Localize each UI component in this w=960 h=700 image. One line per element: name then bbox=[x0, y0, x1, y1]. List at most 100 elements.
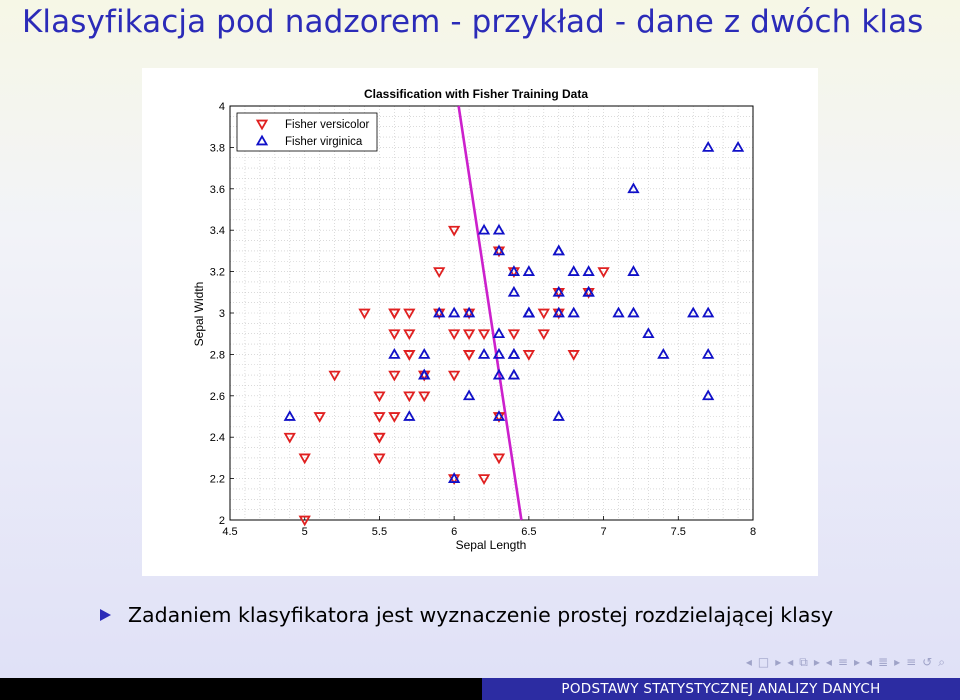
versicolor-point bbox=[403, 391, 416, 403]
nav-prev-frame-icon[interactable]: ◂ bbox=[745, 655, 752, 669]
scatter-chart: 4.5 5 5.5 6 6.5 7 7.5 8 2 2.2 2.4 2.6 2.8 3 3.2 3.4 3.6 3… bbox=[192, 87, 756, 552]
virginica-point bbox=[702, 389, 715, 401]
virginica-point bbox=[627, 182, 640, 194]
virginica-point bbox=[582, 285, 595, 297]
nav-prev-frames-icon[interactable]: ◂ bbox=[787, 655, 794, 669]
slide-title: Klasyfikacja pod nadzorem - przykład - d… bbox=[22, 4, 924, 40]
nav-next-section-icon[interactable]: ▸ bbox=[853, 655, 861, 669]
virginica-point bbox=[731, 140, 745, 152]
virginica-point bbox=[627, 265, 640, 276]
chart-title: Classification with Fisher Training Data bbox=[364, 87, 588, 101]
virginica-point bbox=[492, 327, 506, 339]
versicolor-point bbox=[388, 308, 401, 320]
nav-prev-subsection-icon[interactable]: ◂ bbox=[866, 655, 873, 669]
versicolor-point bbox=[373, 391, 386, 403]
nav-next-frame-icon[interactable]: ▸ bbox=[775, 655, 782, 669]
virginica-point bbox=[612, 306, 625, 318]
versicolor-point bbox=[313, 412, 326, 423]
x-tick-label: 6.5 bbox=[521, 526, 536, 538]
versicolor-point bbox=[537, 308, 550, 320]
nav-prev-section-icon[interactable]: ◂ bbox=[825, 655, 832, 669]
boundary-line bbox=[457, 105, 523, 521]
nav-next-frames-icon[interactable]: ▸ bbox=[813, 655, 820, 669]
nav-frames-icon[interactable]: ⧉ bbox=[799, 654, 808, 669]
footer-bar: PODSTAWY STATYSTYCZNEJ ANALIZY DANYCH bbox=[0, 678, 960, 700]
virginica-point bbox=[687, 306, 700, 318]
versicolor-point bbox=[418, 391, 431, 403]
legend-label-virginica: Fisher virginica bbox=[285, 136, 363, 148]
virginica-point bbox=[642, 327, 655, 339]
virginica-point bbox=[582, 265, 595, 276]
versicolor-point bbox=[447, 370, 461, 382]
versicolor-point bbox=[492, 453, 506, 465]
virginica-point bbox=[507, 347, 521, 359]
x-tick-label: 4.5 bbox=[222, 526, 237, 538]
versicolor-point bbox=[328, 370, 341, 382]
virginica-point bbox=[433, 306, 446, 318]
nav-next-subsection-icon[interactable]: ▸ bbox=[894, 655, 901, 669]
versicolor-point bbox=[388, 412, 401, 423]
virginica-point bbox=[462, 389, 476, 401]
points-layer bbox=[283, 140, 745, 527]
legend-marker bbox=[255, 119, 269, 131]
virginica-point bbox=[447, 306, 461, 318]
x-tick-label: 5 bbox=[302, 526, 308, 538]
virginica-point bbox=[552, 285, 565, 297]
versicolor-point bbox=[522, 350, 536, 361]
x-tick-label: 7 bbox=[601, 526, 607, 538]
nav-subsection-icon[interactable]: ≣ bbox=[878, 655, 889, 669]
versicolor-point bbox=[403, 329, 416, 341]
legend-marker-virginica bbox=[255, 134, 269, 146]
x-tick-label: 7.5 bbox=[671, 526, 686, 538]
versicolor-point bbox=[477, 329, 491, 341]
virginica-point bbox=[702, 140, 715, 152]
virginica-point bbox=[567, 265, 580, 276]
virginica-point bbox=[552, 306, 565, 318]
virginica-point bbox=[283, 410, 296, 421]
y-tick-label: 4 bbox=[219, 101, 225, 113]
virginica-point bbox=[567, 306, 580, 318]
versicolor-point bbox=[597, 267, 610, 279]
y-tick-label: 2.2 bbox=[210, 474, 225, 486]
versicolor-point bbox=[567, 350, 580, 361]
legend-marker bbox=[255, 134, 269, 146]
virginica-point bbox=[507, 265, 521, 276]
virginica-point bbox=[507, 368, 521, 380]
versicolor-point bbox=[388, 370, 401, 382]
bullet-text: Zadaniem klasyfikatora jest wyznaczenie … bbox=[128, 603, 834, 627]
versicolor-point bbox=[373, 453, 386, 465]
y-tick-label: 3.8 bbox=[210, 142, 225, 154]
virginica-point bbox=[552, 244, 565, 256]
virginica-point bbox=[462, 306, 476, 318]
y-tick-label: 3 bbox=[219, 308, 225, 320]
virginica-point bbox=[627, 306, 640, 318]
versicolor-point bbox=[373, 432, 386, 444]
virginica-point bbox=[522, 265, 536, 276]
virginica-point bbox=[477, 223, 491, 235]
y-tick-label: 2.4 bbox=[210, 432, 225, 444]
beamer-navigation: ◂ □ ▸ ◂ ⧉ ▸ ◂ ≡ ▸ ◂ ≣ ▸ ≡ ↺ ⌕ bbox=[745, 652, 946, 672]
versicolor-point bbox=[537, 329, 550, 341]
y-tick-label: 3.4 bbox=[210, 225, 225, 237]
x-tick-label: 8 bbox=[750, 526, 756, 538]
scatter-figure: 4.5 5 5.5 6 6.5 7 7.5 8 2 2.2 2.4 2.6 2.8 3 3.2 3.4 3.6 3… bbox=[142, 68, 818, 576]
versicolor-point bbox=[462, 329, 476, 341]
nav-frame-icon[interactable]: □ bbox=[757, 655, 770, 669]
virginica-point bbox=[492, 410, 506, 421]
bullet-item: Zadaniem klasyfikatora jest wyznaczenie … bbox=[100, 600, 833, 630]
x-tick-label: 5.5 bbox=[372, 526, 387, 538]
grid-layer bbox=[230, 106, 753, 520]
nav-align-icon[interactable]: ≡ bbox=[906, 655, 917, 669]
nav-undo-icon[interactable]: ↺ bbox=[922, 655, 933, 669]
versicolor-point bbox=[462, 350, 476, 361]
versicolor-point bbox=[298, 515, 311, 527]
nav-section-icon[interactable]: ≡ bbox=[837, 655, 848, 669]
virginica-point bbox=[492, 244, 506, 256]
y-tick-label: 2 bbox=[219, 515, 225, 527]
versicolor-point bbox=[447, 225, 461, 237]
virginica-point bbox=[702, 306, 715, 318]
bullet-triangle-icon bbox=[100, 609, 111, 621]
versicolor-point bbox=[433, 267, 446, 279]
nav-search-icon[interactable]: ⌕ bbox=[938, 654, 945, 669]
versicolor-point bbox=[403, 308, 416, 320]
